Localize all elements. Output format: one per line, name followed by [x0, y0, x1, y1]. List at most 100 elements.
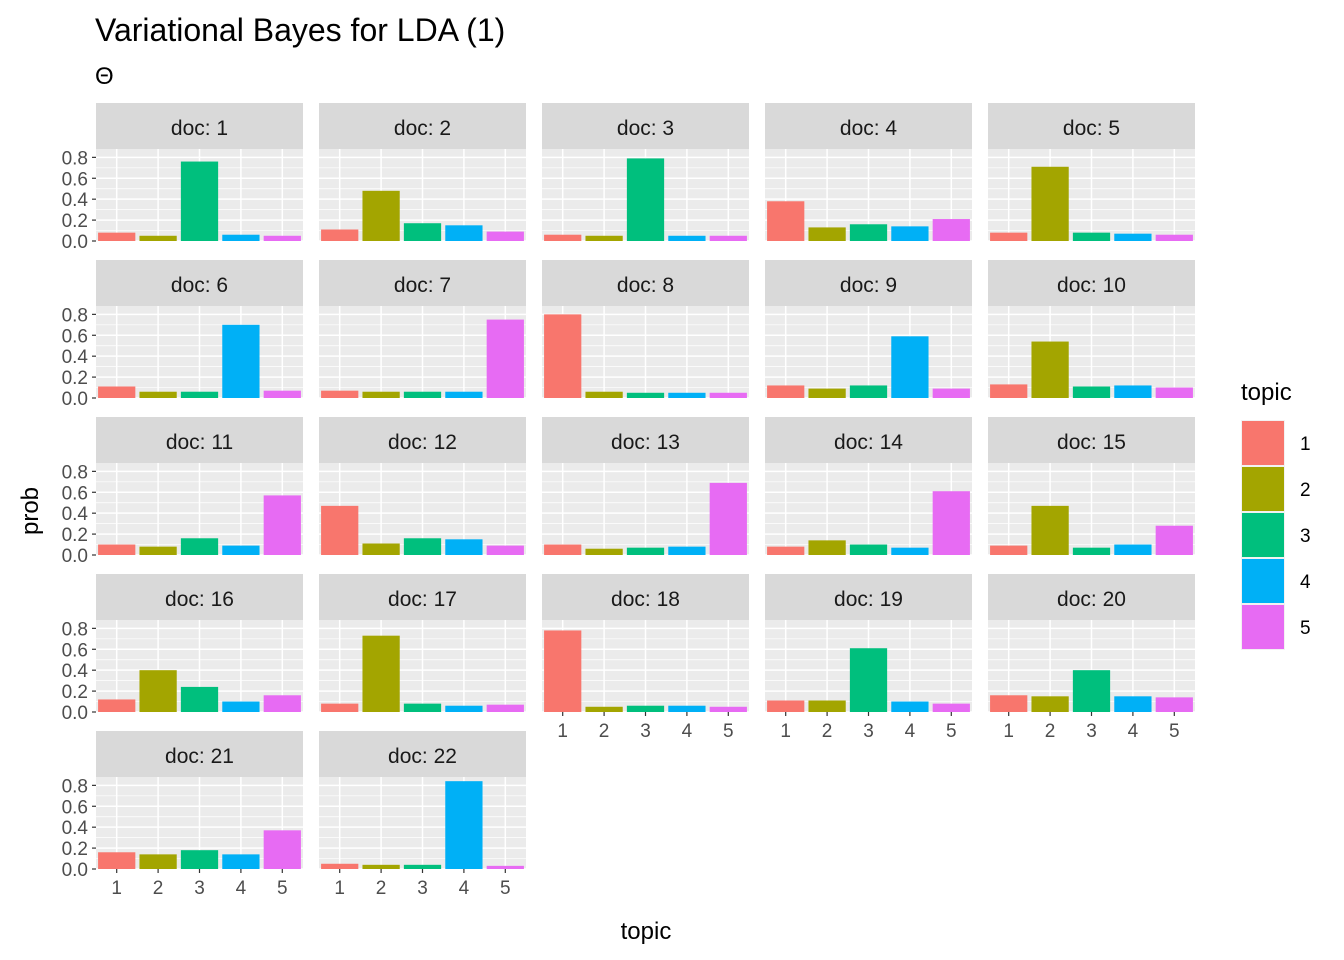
facet-strip-label: doc: 14: [834, 431, 903, 454]
legend-key-topic-3: [1242, 513, 1284, 557]
bar-doc-6-topic-2: [139, 391, 177, 398]
facet-doc-6: doc: 6 0.00.20.40.60.8: [62, 260, 303, 410]
facet-strip-label: doc: 8: [617, 274, 674, 297]
y-tick-label: 0.4: [62, 661, 89, 682]
bar-doc-19-topic-5: [932, 703, 970, 712]
bar-doc-2-topic-3: [403, 223, 442, 241]
x-tick-label: 4: [682, 721, 693, 742]
bar-doc-13-topic-2: [585, 548, 623, 555]
bar-doc-3-topic-5: [709, 235, 747, 241]
facet-doc-14: doc: 14: [765, 417, 972, 556]
facet-strip-label: doc: 4: [840, 117, 898, 140]
facet-doc-15: doc: 15: [988, 417, 1195, 556]
facet-strip: [319, 260, 526, 306]
bar-doc-1-topic-5: [263, 235, 301, 241]
bar-doc-4-topic-3: [849, 224, 888, 241]
bar-doc-1-topic-2: [139, 235, 177, 241]
x-tick-label: 5: [946, 721, 957, 742]
facet-strip: [319, 417, 526, 463]
facet-strip-label: doc: 1: [171, 117, 228, 140]
facet-strip: [765, 260, 972, 306]
bar-doc-15-topic-1: [990, 545, 1028, 555]
facet-strip-label: doc: 17: [388, 588, 457, 611]
y-tick-label: 0.0: [62, 860, 88, 881]
bar-doc-11-topic-5: [263, 495, 301, 555]
chart-subtitle: Θ: [95, 63, 114, 90]
bar-doc-20-topic-1: [990, 695, 1028, 712]
bar-doc-7-topic-3: [403, 391, 442, 398]
legend-label: 3: [1300, 526, 1311, 547]
bar-doc-13-topic-4: [668, 546, 706, 555]
y-tick-label: 0.2: [62, 211, 88, 232]
facet-strip-label: doc: 5: [1063, 117, 1120, 140]
legend-label: 2: [1300, 480, 1311, 501]
bar-doc-3-topic-3: [626, 158, 665, 241]
bar-doc-21-topic-3: [180, 850, 219, 869]
facet-doc-18: doc: 18 1 2 3 4 5: [542, 574, 749, 742]
bar-doc-8-topic-4: [668, 392, 706, 398]
facet-strip-label: doc: 10: [1057, 274, 1126, 297]
x-tick-label: 2: [822, 721, 833, 742]
x-tick-label: 3: [417, 878, 428, 899]
bar-doc-9-topic-1: [767, 385, 805, 398]
bar-doc-11-topic-3: [180, 538, 219, 555]
y-tick-label: 0.8: [62, 619, 88, 640]
legend-key-topic-5: [1242, 605, 1284, 649]
facet-strip-label: doc: 2: [394, 117, 451, 140]
bar-doc-22-topic-4: [445, 781, 483, 869]
x-tick-label: 2: [376, 878, 387, 899]
facet-strip-label: doc: 7: [394, 274, 451, 297]
facet-strip: [988, 574, 1195, 620]
facet-strip: [542, 260, 749, 306]
y-tick-label: 0.4: [62, 818, 89, 839]
facet-strip: [988, 260, 1195, 306]
facet-strip-label: doc: 22: [388, 745, 457, 768]
bar-doc-20-topic-2: [1031, 696, 1069, 712]
x-tick-label: 1: [334, 878, 345, 899]
facet-strip-label: doc: 18: [611, 588, 680, 611]
bar-doc-19-topic-3: [849, 648, 888, 712]
facet-doc-4: doc: 4: [765, 103, 972, 242]
bar-doc-4-topic-5: [932, 219, 970, 241]
facet-strip: [319, 731, 526, 777]
bar-doc-3-topic-2: [585, 235, 623, 241]
bar-doc-8-topic-2: [585, 391, 623, 398]
facet-doc-12: doc: 12: [319, 417, 526, 556]
y-tick-label: 0.8: [62, 148, 88, 169]
bar-doc-10-topic-2: [1031, 341, 1069, 398]
facet-strip: [542, 574, 749, 620]
y-tick-label: 0.0: [62, 389, 88, 410]
bar-doc-14-topic-5: [932, 491, 970, 555]
facet-strip: [988, 103, 1195, 149]
facet-strip: [96, 574, 303, 620]
bar-doc-12-topic-3: [403, 538, 442, 555]
bar-doc-20-topic-5: [1155, 697, 1193, 712]
bar-doc-4-topic-1: [767, 201, 805, 241]
y-tick-label: 0.0: [62, 546, 88, 567]
bar-doc-16-topic-4: [222, 701, 260, 712]
y-tick-label: 0.2: [62, 368, 88, 389]
y-tick-label: 0.4: [62, 347, 89, 368]
facet-strip-label: doc: 15: [1057, 431, 1126, 454]
bar-doc-2-topic-5: [486, 231, 524, 241]
bar-doc-3-topic-1: [544, 234, 582, 241]
bar-doc-17-topic-1: [321, 703, 359, 712]
bar-doc-18-topic-3: [626, 705, 665, 712]
facet-doc-9: doc: 9: [765, 260, 972, 399]
facet-doc-5: doc: 5: [988, 103, 1195, 242]
bar-doc-9-topic-4: [891, 336, 929, 398]
bar-doc-19-topic-1: [767, 700, 805, 712]
bar-doc-12-topic-2: [362, 543, 400, 555]
bar-doc-1-topic-3: [180, 161, 219, 241]
bar-doc-10-topic-4: [1114, 385, 1152, 398]
x-tick-label: 1: [1003, 721, 1014, 742]
y-tick-label: 0.2: [62, 525, 88, 546]
bar-doc-5-topic-4: [1114, 233, 1152, 241]
bar-doc-5-topic-1: [990, 232, 1028, 241]
legend-key-topic-1: [1242, 421, 1284, 465]
bar-doc-18-topic-5: [709, 706, 747, 712]
x-tick-label: 5: [723, 721, 734, 742]
x-tick-label: 5: [1169, 721, 1180, 742]
bar-doc-7-topic-1: [321, 390, 359, 398]
